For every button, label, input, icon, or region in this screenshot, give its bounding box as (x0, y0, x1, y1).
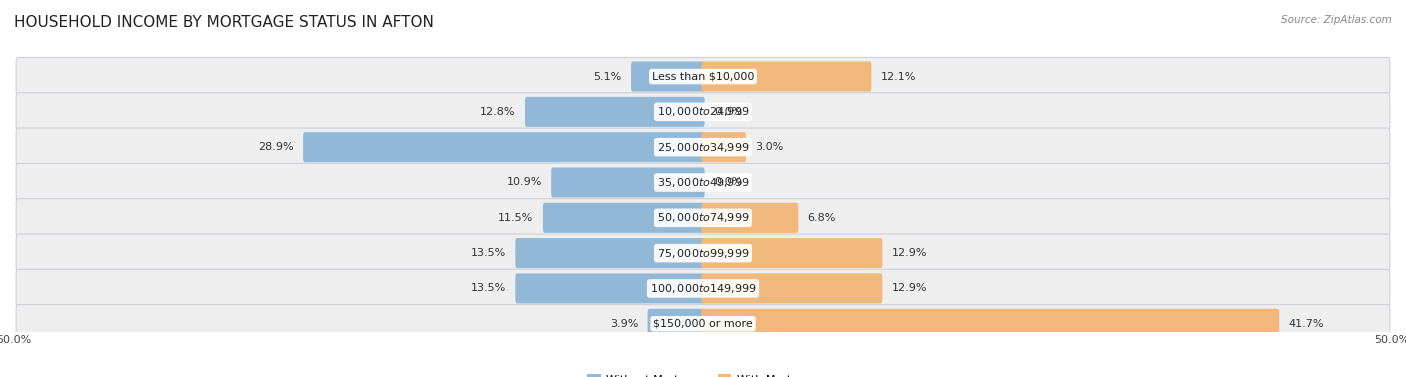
FancyBboxPatch shape (15, 57, 1391, 96)
Text: $25,000 to $34,999: $25,000 to $34,999 (657, 141, 749, 154)
Text: $10,000 to $24,999: $10,000 to $24,999 (657, 105, 749, 118)
FancyBboxPatch shape (543, 203, 704, 233)
FancyBboxPatch shape (702, 238, 883, 268)
Text: $100,000 to $149,999: $100,000 to $149,999 (650, 282, 756, 295)
Text: 41.7%: 41.7% (1289, 319, 1324, 329)
FancyBboxPatch shape (516, 238, 704, 268)
FancyBboxPatch shape (15, 234, 1391, 272)
FancyBboxPatch shape (702, 273, 883, 303)
Text: 0.0%: 0.0% (714, 178, 742, 187)
Text: 12.1%: 12.1% (880, 72, 917, 81)
Text: 13.5%: 13.5% (471, 284, 506, 293)
Text: 12.8%: 12.8% (479, 107, 516, 117)
FancyBboxPatch shape (304, 132, 704, 162)
FancyBboxPatch shape (702, 309, 1279, 339)
FancyBboxPatch shape (15, 163, 1391, 202)
FancyBboxPatch shape (15, 93, 1391, 131)
FancyBboxPatch shape (631, 61, 704, 92)
FancyBboxPatch shape (15, 128, 1391, 166)
FancyBboxPatch shape (516, 273, 704, 303)
Text: 0.0%: 0.0% (714, 107, 742, 117)
Text: HOUSEHOLD INCOME BY MORTGAGE STATUS IN AFTON: HOUSEHOLD INCOME BY MORTGAGE STATUS IN A… (14, 15, 434, 30)
Text: 12.9%: 12.9% (891, 248, 928, 258)
Text: 12.9%: 12.9% (891, 284, 928, 293)
Text: 10.9%: 10.9% (506, 178, 541, 187)
Text: Less than $10,000: Less than $10,000 (652, 72, 754, 81)
Legend: Without Mortgage, With Mortgage: Without Mortgage, With Mortgage (582, 370, 824, 377)
FancyBboxPatch shape (551, 167, 704, 198)
Text: $75,000 to $99,999: $75,000 to $99,999 (657, 247, 749, 260)
Text: $50,000 to $74,999: $50,000 to $74,999 (657, 211, 749, 224)
FancyBboxPatch shape (702, 61, 872, 92)
Text: 5.1%: 5.1% (593, 72, 621, 81)
Text: 28.9%: 28.9% (259, 142, 294, 152)
FancyBboxPatch shape (15, 305, 1391, 343)
Text: 11.5%: 11.5% (498, 213, 533, 223)
FancyBboxPatch shape (702, 132, 747, 162)
FancyBboxPatch shape (15, 269, 1391, 308)
FancyBboxPatch shape (702, 203, 799, 233)
FancyBboxPatch shape (15, 199, 1391, 237)
Text: 3.0%: 3.0% (755, 142, 783, 152)
FancyBboxPatch shape (524, 97, 704, 127)
Text: $150,000 or more: $150,000 or more (654, 319, 752, 329)
Text: $35,000 to $49,999: $35,000 to $49,999 (657, 176, 749, 189)
Text: 3.9%: 3.9% (610, 319, 638, 329)
Text: Source: ZipAtlas.com: Source: ZipAtlas.com (1281, 15, 1392, 25)
Text: 6.8%: 6.8% (807, 213, 837, 223)
Text: 13.5%: 13.5% (471, 248, 506, 258)
FancyBboxPatch shape (648, 309, 704, 339)
